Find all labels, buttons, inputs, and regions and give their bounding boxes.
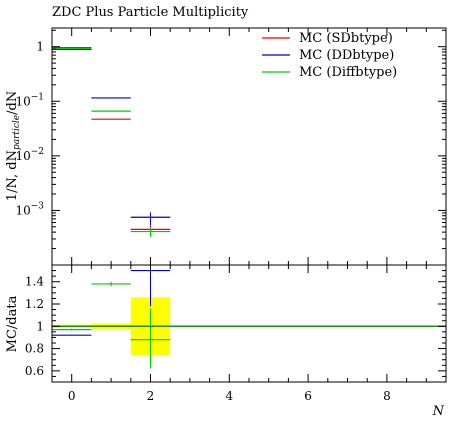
x-tick-label: 2 (147, 389, 155, 403)
ratio-panel: 0 2 4 6 8 0.6 0.8 1 1.2 1.4 MC/data N (5, 264, 447, 419)
main-y-tick-label: 10−1 (15, 92, 44, 108)
legend-entry: MC (SDbtype) (299, 31, 393, 46)
ratio-y-tick-label: 0.8 (25, 342, 44, 356)
main-y-tick-label: 1 (36, 40, 44, 54)
chart-title: ZDC Plus Particle Multiplicity (52, 5, 249, 20)
main-y-tick-label: 10−3 (15, 201, 44, 217)
legend-entry: MC (Diffbtype) (299, 65, 397, 80)
ratio-y-tick-label: 1 (36, 319, 44, 333)
x-tick-label: 4 (225, 389, 233, 403)
x-axis-label: N (432, 404, 445, 419)
ratio-y-axis-label: MC/data (5, 295, 20, 352)
main-frame (51, 27, 447, 266)
main-panel: 1 10−1 10−2 10−3 1/N, dNparticle/dN (5, 27, 447, 266)
x-tick-label: 0 (68, 389, 76, 403)
legend-entry: MC (DDbtype) (299, 48, 394, 63)
ratio-y-tick-label: 0.6 (25, 364, 44, 378)
ratio-y-tick-label: 1.2 (25, 297, 44, 311)
ratio-y-tick-label: 1.4 (25, 275, 44, 289)
x-tick-label: 6 (304, 389, 312, 403)
main-y-tick-label: 10−2 (15, 147, 44, 163)
legend: MC (SDbtype) MC (DDbtype) MC (Diffbtype) (262, 31, 397, 80)
x-tick-label: 8 (383, 389, 391, 403)
y-axis-label-subscript: particle (12, 115, 22, 150)
y-axis-label: 1/N, dNparticle/dN (5, 91, 22, 201)
